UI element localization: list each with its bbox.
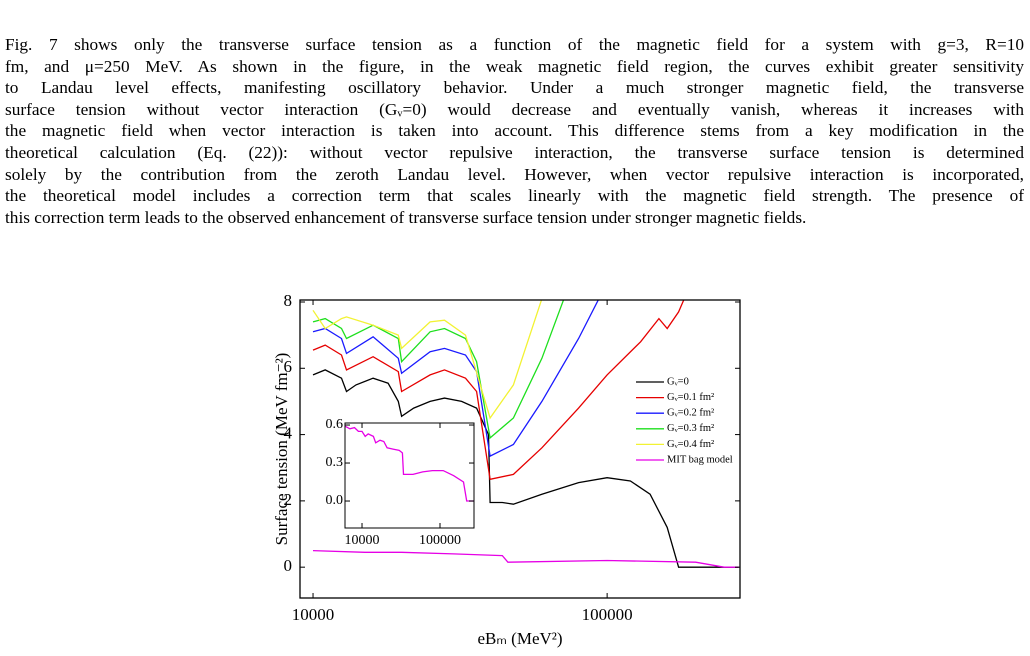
text-line: fm, and μ=250 MeV. As shown in the figur… bbox=[5, 56, 1024, 76]
y-axis-label: Surface tension (MeV fm⁻²) bbox=[272, 353, 291, 546]
legend-label: Gᵥ=0 bbox=[667, 376, 689, 387]
legend-label: MIT bag model bbox=[667, 454, 733, 465]
data-line bbox=[345, 425, 474, 502]
text-line: Fig. 7 shows only the transverse surface… bbox=[5, 35, 1024, 54]
paragraph: Fig. 7 shows only the transverse surface… bbox=[5, 34, 1024, 228]
y-tick-label: 0 bbox=[284, 556, 293, 575]
x-tick-label: 100000 bbox=[582, 605, 633, 624]
text-line: solely by the contribution from the zero… bbox=[5, 164, 1024, 184]
axes-frame bbox=[344, 422, 475, 529]
legend-label: Gᵥ=0.2 fm² bbox=[667, 408, 714, 419]
y-tick-label: 2 bbox=[284, 490, 293, 509]
x-tick-label: 10000 bbox=[292, 605, 335, 624]
text-line: theoretical calculation (Eq. (22)): with… bbox=[5, 142, 1024, 162]
y-tick-label: 0.0 bbox=[326, 493, 344, 508]
data-line bbox=[312, 300, 543, 420]
axes-frame bbox=[299, 299, 741, 599]
legend-label: Gᵥ=0.4 fm² bbox=[667, 439, 714, 450]
text-line: to Landau level effects, manifesting osc… bbox=[5, 78, 1024, 98]
x-tick-label: 100000 bbox=[419, 533, 461, 548]
y-tick-label: 0.6 bbox=[326, 417, 344, 432]
y-tick-label: 6 bbox=[284, 357, 293, 376]
data-line bbox=[312, 300, 565, 440]
text-line: this correction term leads to the observ… bbox=[5, 207, 807, 227]
text-line: the magnetic field when vector interacti… bbox=[5, 121, 1024, 141]
y-tick-label: 0.3 bbox=[326, 455, 344, 470]
plot-area bbox=[312, 300, 739, 568]
legend-label: Gᵥ=0.1 fm² bbox=[667, 392, 714, 403]
text-line: the theoretical model includes a correct… bbox=[5, 186, 1024, 206]
y-tick-label: 4 bbox=[284, 423, 293, 442]
y-tick-label: 8 bbox=[284, 291, 293, 310]
text-line: surface tension without vector interacti… bbox=[5, 99, 1024, 119]
data-line bbox=[312, 549, 739, 568]
x-axis-label: eBₘ (MeV²) bbox=[477, 629, 562, 648]
data-line bbox=[312, 300, 599, 458]
data-line bbox=[312, 369, 739, 568]
x-tick-label: 10000 bbox=[345, 533, 380, 548]
legend-label: Gᵥ=0.3 fm² bbox=[667, 423, 714, 434]
plot-area bbox=[345, 425, 474, 502]
data-line bbox=[312, 300, 685, 481]
